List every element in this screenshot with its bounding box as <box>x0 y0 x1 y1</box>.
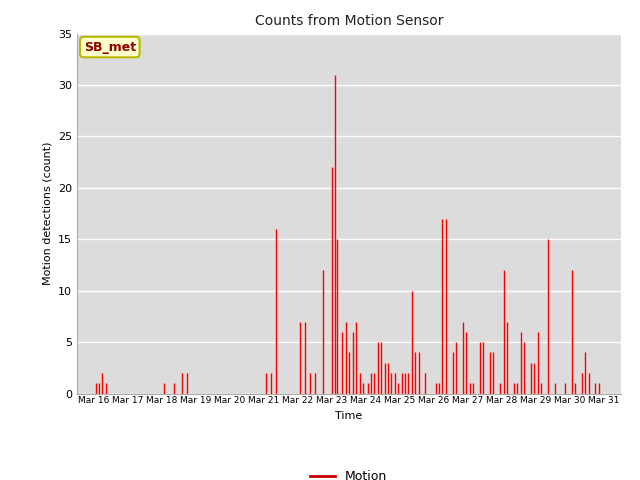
Text: SB_met: SB_met <box>84 40 136 54</box>
X-axis label: Time: Time <box>335 411 362 421</box>
Title: Counts from Motion Sensor: Counts from Motion Sensor <box>255 14 443 28</box>
Y-axis label: Motion detections (count): Motion detections (count) <box>42 142 52 285</box>
Legend: Motion: Motion <box>305 465 392 480</box>
